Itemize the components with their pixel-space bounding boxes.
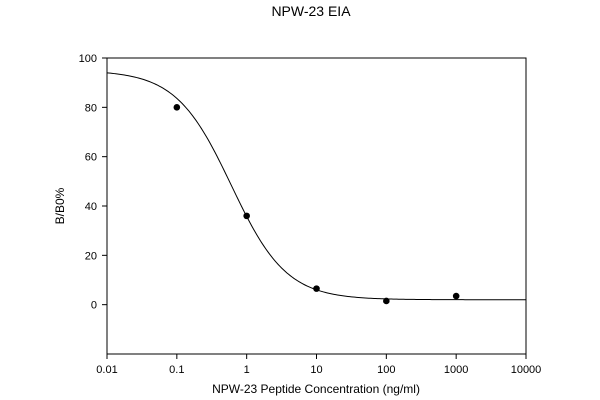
x-tick-label: 1000 [444,364,468,376]
y-tick-label: 40 [85,201,97,213]
y-axis: 0 20 40 60 80 100 [79,53,107,312]
data-point [243,212,250,220]
data-point [452,292,460,300]
data-point [383,297,390,305]
x-tick-label: 10 [310,364,322,376]
x-axis-label: NPW-23 Peptide Concentration (ng/ml) [212,382,420,396]
x-axis: 0.01 0.1 1 10 100 1000 10000 [96,354,541,376]
x-tick-label: 1 [244,364,250,376]
chart-title: NPW-23 EIA [271,3,351,19]
y-tick-label: 20 [85,250,97,262]
x-tick-label: 10000 [511,364,542,376]
fit-curve [106,72,526,301]
y-tick-label: 0 [91,300,97,312]
y-axis-label: B/B0% [53,187,67,224]
data-points [173,104,460,305]
x-tick-label: 0.1 [169,364,184,376]
y-tick-label: 80 [85,102,97,114]
data-point [313,285,320,292]
x-tick-label: 100 [377,364,395,376]
y-tick-label: 60 [85,152,97,164]
x-tick-label: 0.01 [96,364,117,376]
y-tick-label: 100 [79,53,97,65]
data-point [173,104,181,111]
plot-frame [106,57,527,355]
